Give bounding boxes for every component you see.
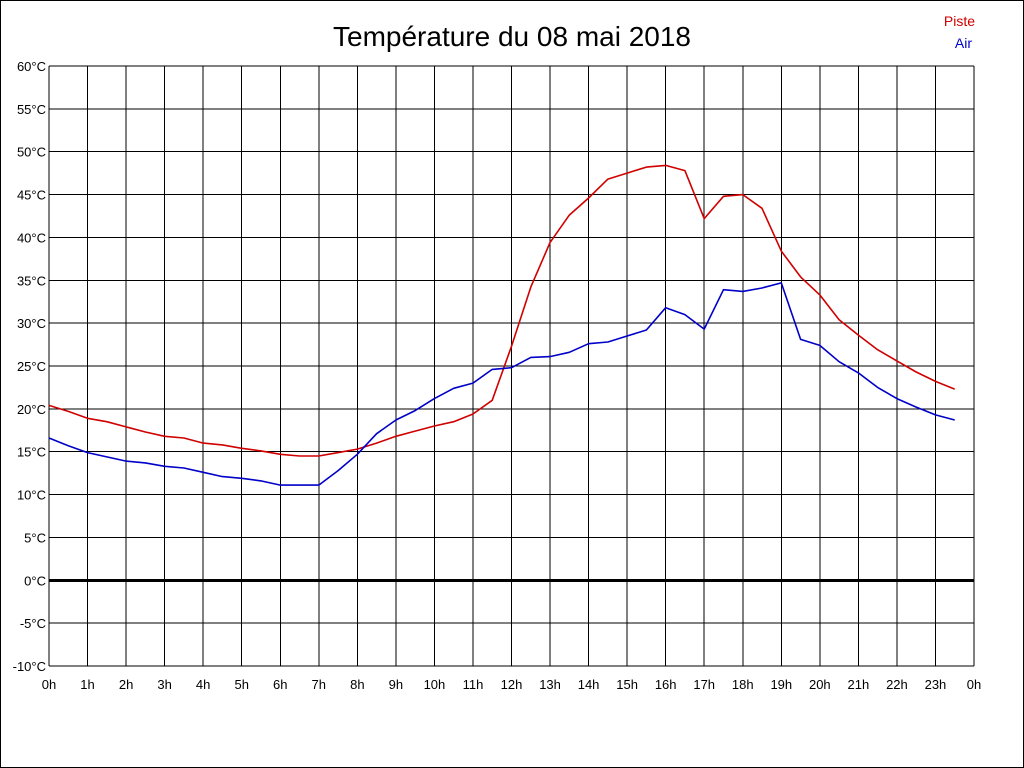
x-tick-label: 6h: [273, 677, 287, 692]
x-tick-label: 0h: [42, 677, 56, 692]
grid: [48, 65, 975, 667]
y-tick-label: 20°C: [17, 402, 46, 417]
x-tick-label: 1h: [80, 677, 94, 692]
x-tick-label: 15h: [616, 677, 638, 692]
x-tick-label: 23h: [925, 677, 947, 692]
y-tick-label: 25°C: [17, 359, 46, 374]
y-tick-label: 0°C: [24, 573, 46, 588]
x-tick-label: 10h: [424, 677, 446, 692]
x-tick-label: 21h: [848, 677, 870, 692]
y-tick-label: 5°C: [24, 530, 46, 545]
x-tick-label: 17h: [693, 677, 715, 692]
x-tick-label: 12h: [501, 677, 523, 692]
y-tick-label: 15°C: [17, 445, 46, 460]
y-tick-label: 50°C: [17, 145, 46, 160]
y-tick-label: 10°C: [17, 488, 46, 503]
legend-label-air: Air: [955, 35, 972, 51]
x-tick-label: 18h: [732, 677, 754, 692]
x-tick-label: 20h: [809, 677, 831, 692]
x-axis-labels: 0h 1h 2h 3h 4h 5h 6h 7h 8h 9h 10h 11h 12h 13h 14h 15h 16…: [42, 677, 981, 692]
x-tick-label: 16h: [655, 677, 677, 692]
legend: Piste Air: [944, 13, 975, 51]
x-tick-label: 7h: [312, 677, 326, 692]
series-line-air: [48, 282, 955, 486]
x-tick-label: 0h: [967, 677, 981, 692]
x-tick-label: 8h: [350, 677, 364, 692]
y-tick-label: 35°C: [17, 273, 46, 288]
y-tick-label: 60°C: [17, 59, 46, 74]
series-line-piste: [48, 164, 955, 457]
x-tick-label: 22h: [886, 677, 908, 692]
x-tick-label: 13h: [539, 677, 561, 692]
x-tick-label: 5h: [234, 677, 248, 692]
y-tick-label: -10°C: [13, 659, 46, 674]
x-tick-label: 11h: [463, 677, 484, 692]
series-lines: [48, 164, 955, 486]
y-axis-labels: 60°C 55°C 50°C 45°C 40°C 35°C 30°C 25°C 20°C 15°C…: [13, 59, 46, 674]
x-tick-label: 2h: [119, 677, 133, 692]
y-tick-label: 45°C: [17, 188, 46, 203]
chart-title: Température du 08 mai 2018: [333, 21, 691, 52]
x-tick-label: 9h: [389, 677, 403, 692]
x-tick-label: 3h: [157, 677, 171, 692]
x-tick-label: 4h: [196, 677, 210, 692]
y-tick-label: 30°C: [17, 316, 46, 331]
y-tick-label: 55°C: [17, 102, 46, 117]
y-tick-label: -5°C: [20, 616, 46, 631]
y-tick-label: 40°C: [17, 230, 46, 245]
x-tick-label: 19h: [770, 677, 792, 692]
legend-label-piste: Piste: [944, 13, 975, 29]
x-tick-label: 14h: [578, 677, 600, 692]
